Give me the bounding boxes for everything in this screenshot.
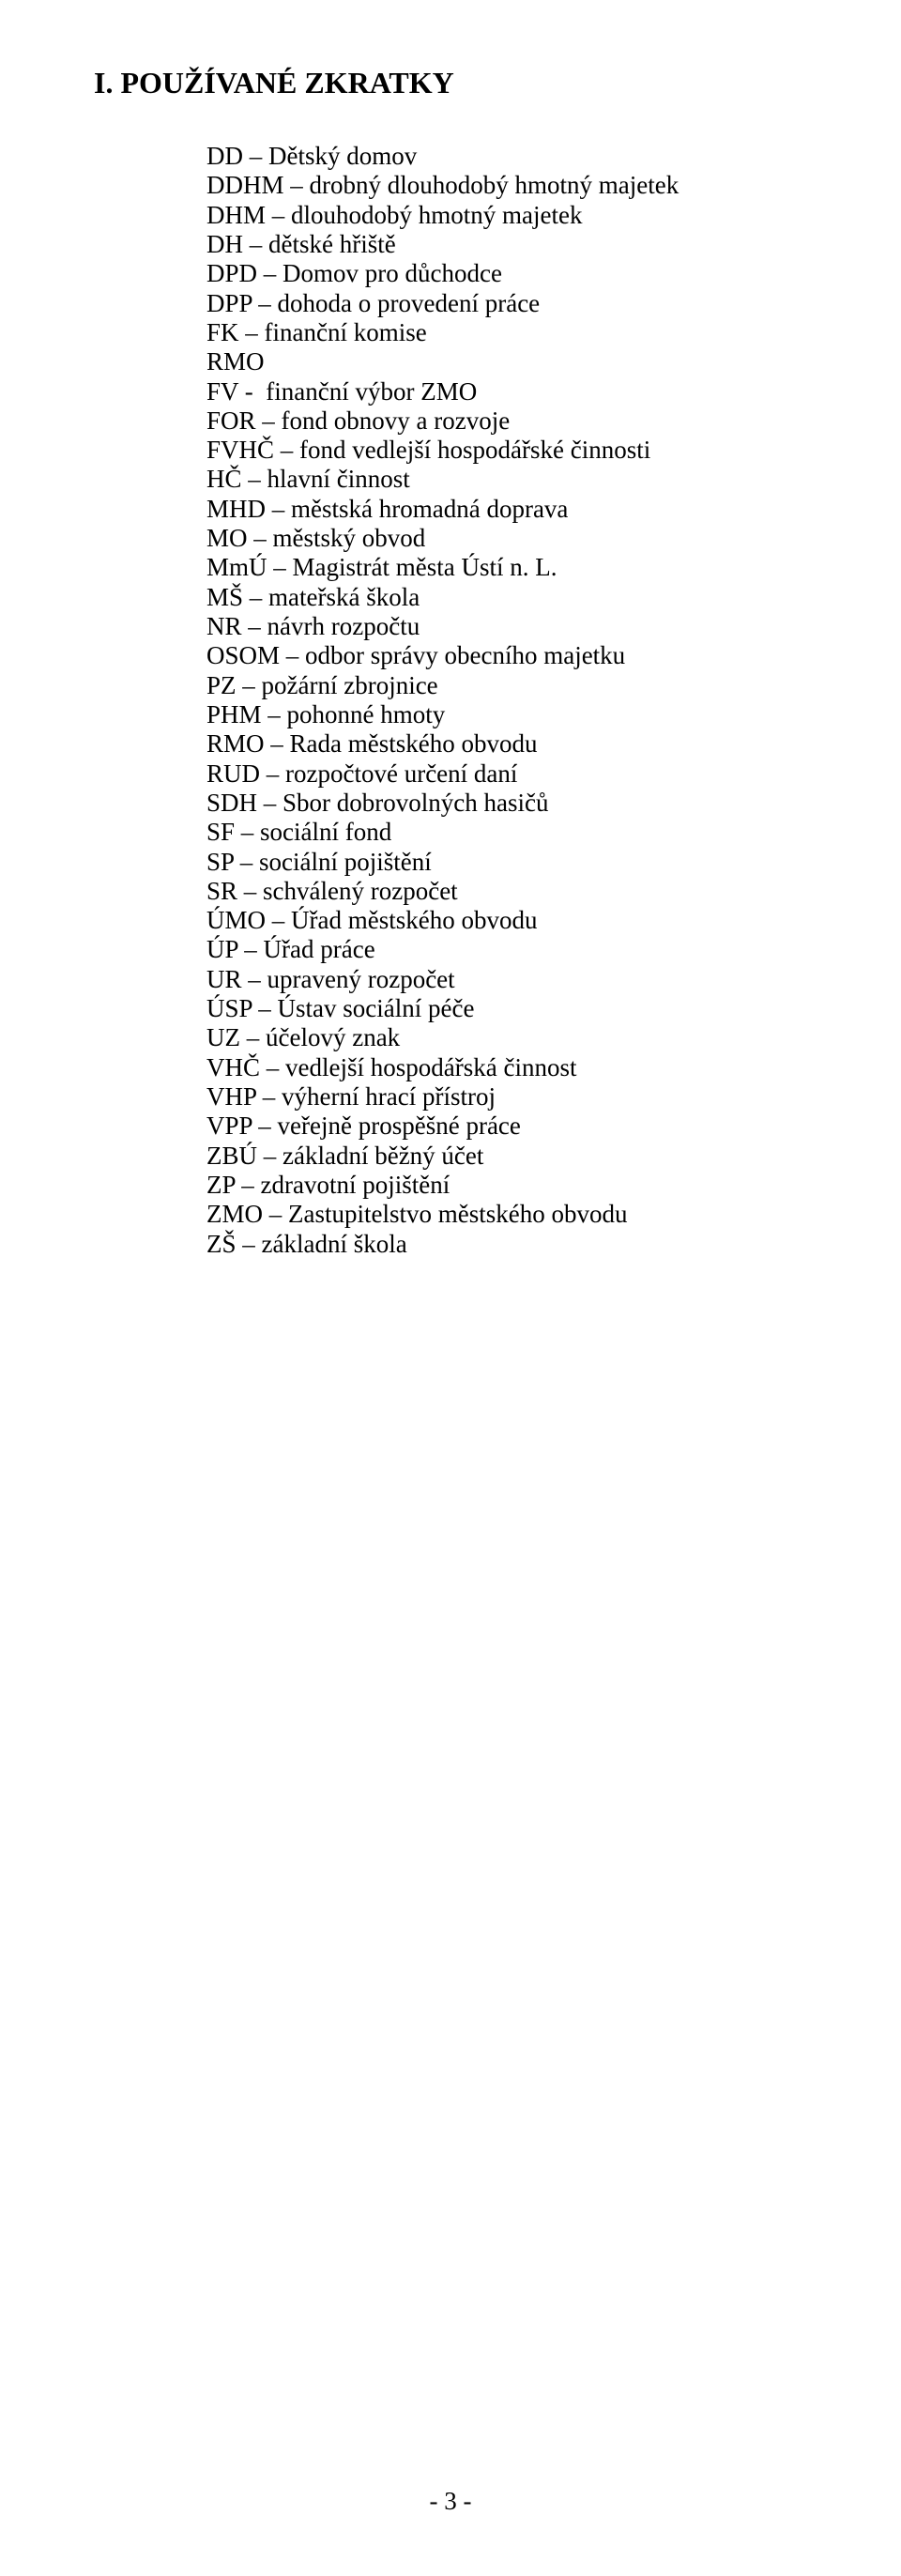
- abbr-line: ZMO – Zastupitelstvo městského obvodu: [206, 1200, 807, 1229]
- abbr-line: NR – návrh rozpočtu: [206, 612, 807, 641]
- abbr-line: DPD – Domov pro důchodce: [206, 259, 807, 288]
- page-number: - 3 -: [0, 2487, 901, 2516]
- section-heading: I. POUŽÍVANÉ ZKRATKY: [94, 66, 807, 100]
- abbr-line: MHD – městská hromadná doprava: [206, 495, 807, 524]
- abbr-line: SF – sociální fond: [206, 818, 807, 847]
- abbr-line: VHČ – vedlejší hospodářská činnost: [206, 1053, 807, 1082]
- abbr-line: MO – městský obvod: [206, 524, 807, 553]
- abbr-line: PZ – požární zbrojnice: [206, 671, 807, 700]
- abbr-line: DHM – dlouhodobý hmotný majetek: [206, 201, 807, 230]
- abbr-line: HČ – hlavní činnost: [206, 465, 807, 494]
- abbr-line: VPP – veřejně prospěšné práce: [206, 1112, 807, 1141]
- abbr-line: ÚP – Úřad práce: [206, 935, 807, 964]
- abbr-line: PHM – pohonné hmoty: [206, 700, 807, 729]
- abbr-line: ZŠ – základní škola: [206, 1230, 807, 1259]
- abbr-line: DH – dětské hřiště: [206, 230, 807, 259]
- abbr-line: ÚSP – Ústav sociální péče: [206, 994, 807, 1023]
- abbr-line: FK – finanční komise: [206, 318, 807, 347]
- abbr-line: RMO: [206, 347, 807, 376]
- abbr-line: FOR – fond obnovy a rozvoje: [206, 406, 807, 436]
- abbr-line: VHP – výherní hrací přístroj: [206, 1082, 807, 1112]
- abbr-line: ÚMO – Úřad městského obvodu: [206, 906, 807, 935]
- abbr-line: RUD – rozpočtové určení daní: [206, 759, 807, 789]
- abbr-line: MmÚ – Magistrát města Ústí n. L.: [206, 553, 807, 582]
- abbr-line: ZP – zdravotní pojištění: [206, 1171, 807, 1200]
- abbr-line: OSOM – odbor správy obecního majetku: [206, 641, 807, 670]
- abbr-line: DD – Dětský domov: [206, 142, 807, 171]
- abbr-line: RMO – Rada městského obvodu: [206, 729, 807, 759]
- abbr-line: FVHČ – fond vedlejší hospodářské činnost…: [206, 436, 807, 465]
- abbr-line: DDHM – drobný dlouhodobý hmotný majetek: [206, 171, 807, 200]
- abbreviations-list: DD – Dětský domovDDHM – drobný dlouhodob…: [94, 142, 807, 1259]
- abbr-line: DPP – dohoda o provedení práce: [206, 289, 807, 318]
- abbr-line: SR – schválený rozpočet: [206, 877, 807, 906]
- abbr-line: UZ – účelový znak: [206, 1023, 807, 1052]
- abbr-line: ZBÚ – základní běžný účet: [206, 1142, 807, 1171]
- abbr-line: SDH – Sbor dobrovolných hasičů: [206, 789, 807, 818]
- abbr-line: UR – upravený rozpočet: [206, 965, 807, 994]
- abbr-line: SP – sociální pojištění: [206, 848, 807, 877]
- abbr-line: MŠ – mateřská škola: [206, 583, 807, 612]
- document-page: I. POUŽÍVANÉ ZKRATKY DD – Dětský domovDD…: [0, 0, 901, 2576]
- abbr-line: FV - finanční výbor ZMO: [206, 377, 807, 406]
